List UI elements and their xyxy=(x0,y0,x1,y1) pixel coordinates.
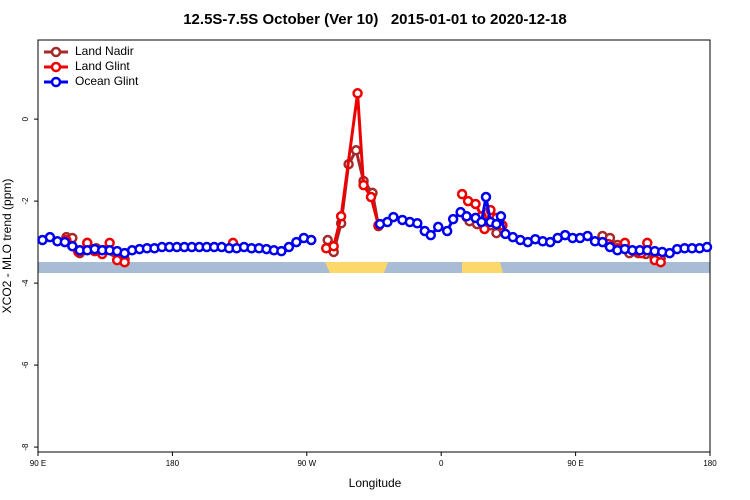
data-point xyxy=(544,236,556,248)
data-point xyxy=(441,225,453,237)
data-point xyxy=(701,241,713,253)
data-point xyxy=(291,236,302,248)
data-point xyxy=(352,88,363,99)
data-point xyxy=(447,213,459,225)
data-point xyxy=(306,234,317,246)
land-south-america xyxy=(325,262,388,273)
data-point xyxy=(491,227,502,239)
data-point xyxy=(335,211,347,222)
data-point xyxy=(119,256,130,268)
x-tick-label: 180 xyxy=(703,459,717,468)
data-point xyxy=(67,240,78,252)
chart-title: 12.5S-7.5S October (Ver 10) 2015-01-01 t… xyxy=(183,11,567,28)
data-point xyxy=(425,229,436,241)
plot-area xyxy=(37,88,713,268)
x-tick-label: 0 xyxy=(439,459,444,468)
legend-label: Ocean Glint xyxy=(75,74,139,88)
data-point xyxy=(495,211,507,222)
x-tick-label: 90 E xyxy=(30,459,46,468)
data-point xyxy=(358,179,369,191)
data-point xyxy=(470,198,481,210)
data-point xyxy=(365,191,377,203)
land-africa xyxy=(462,262,503,273)
data-point xyxy=(491,218,502,230)
data-point xyxy=(283,241,295,253)
data-point xyxy=(664,247,675,259)
data-point xyxy=(582,230,593,242)
y-tick-label: -6 xyxy=(21,361,30,369)
legend-label: Land Nadir xyxy=(75,44,134,58)
y-tick-label: 0 xyxy=(21,116,30,121)
data-point xyxy=(597,236,608,248)
data-point xyxy=(350,145,362,156)
legend-marker xyxy=(50,76,62,88)
data-point xyxy=(461,211,472,222)
x-axis-label: Longitude xyxy=(349,476,402,490)
legend-marker xyxy=(50,46,62,58)
y-axis-label: XCO2 - MLO trend (ppm) xyxy=(0,179,14,314)
x-tick-label: 90 E xyxy=(567,459,583,468)
data-point xyxy=(328,240,339,252)
x-tick-label: 180 xyxy=(166,459,180,468)
data-point xyxy=(480,191,492,203)
data-point xyxy=(388,211,399,223)
legend-label: Land Glint xyxy=(75,59,130,73)
data-point xyxy=(432,221,444,233)
y-tick-label: -4 xyxy=(21,279,30,287)
data-point xyxy=(456,188,468,200)
y-tick-label: -2 xyxy=(21,197,30,205)
data-point xyxy=(476,216,487,228)
data-point xyxy=(59,236,71,248)
x-tick-label: 90 W xyxy=(297,459,316,468)
data-point xyxy=(412,217,423,229)
land-strip xyxy=(38,262,710,273)
data-point xyxy=(44,231,56,243)
data-point xyxy=(655,256,666,268)
y-tick-label: -8 xyxy=(21,443,30,451)
data-point xyxy=(276,245,287,257)
legend-marker xyxy=(50,61,62,73)
